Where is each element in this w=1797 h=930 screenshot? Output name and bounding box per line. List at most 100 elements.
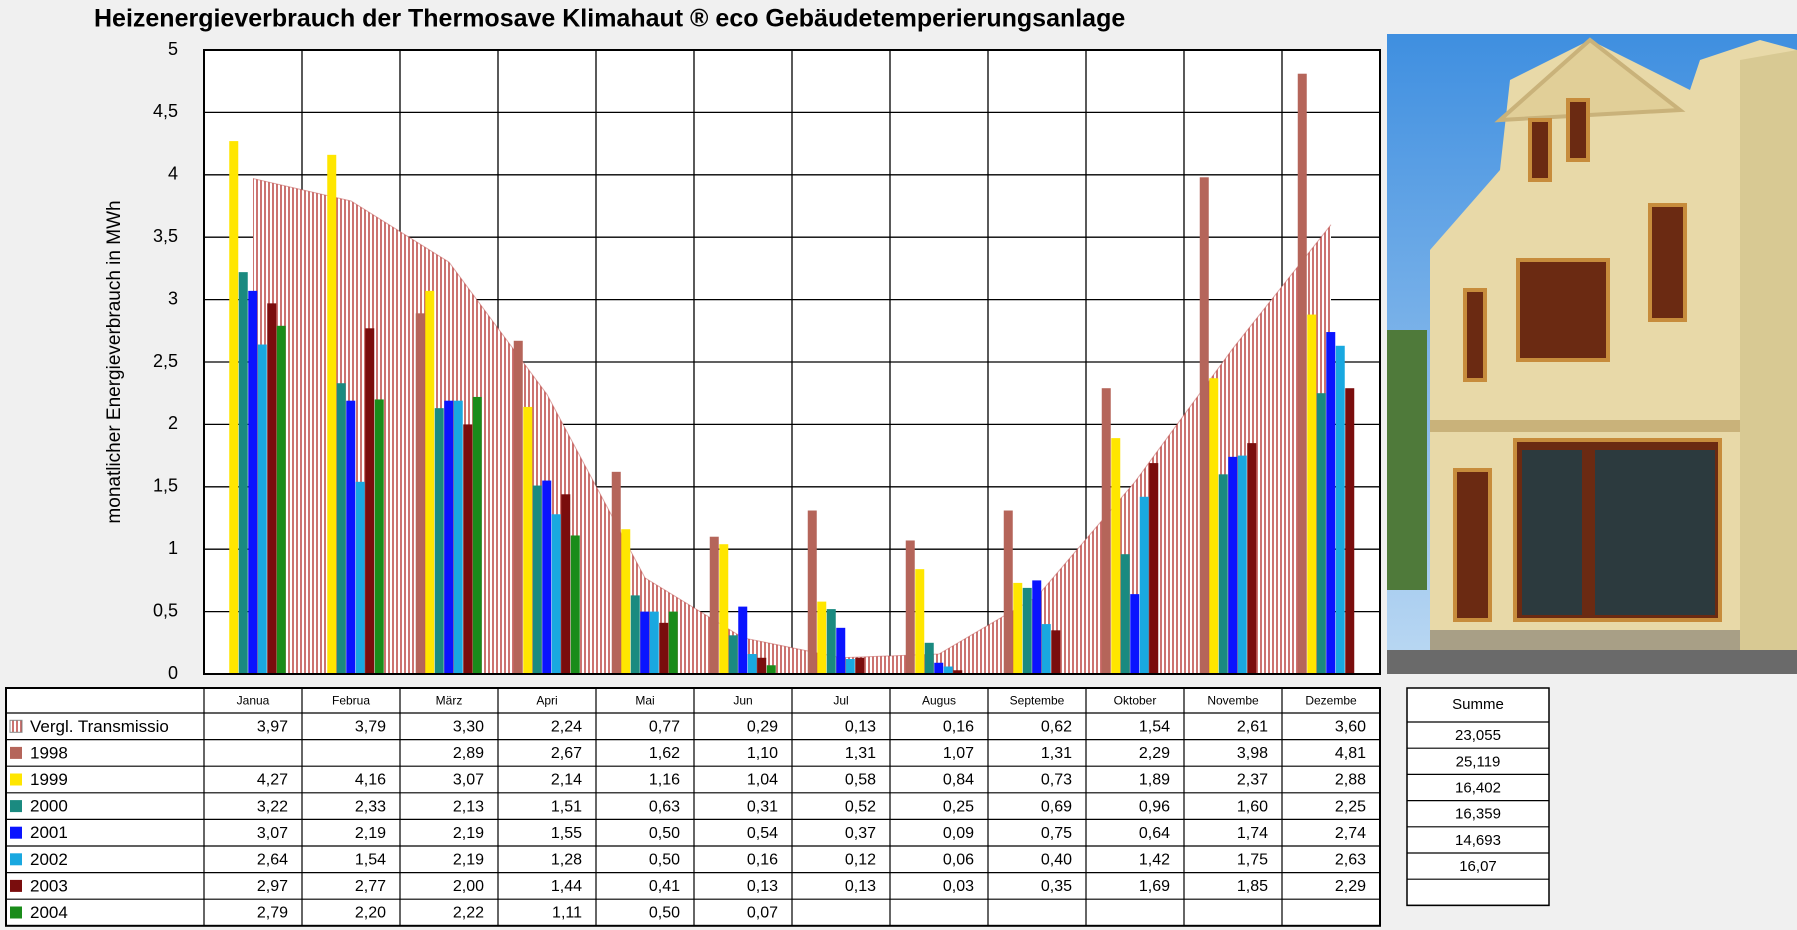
- legend-swatch: [10, 826, 22, 839]
- table-value: 1,28: [551, 852, 582, 869]
- table-value: 0,41: [649, 878, 680, 895]
- legend-label: 1998: [30, 743, 68, 762]
- legend-swatch: [10, 879, 22, 892]
- table-value: 3,79: [355, 719, 386, 736]
- bar: [1032, 580, 1042, 674]
- bar: [1199, 177, 1209, 674]
- bar: [1316, 393, 1326, 674]
- x-tick-label: Mai: [635, 694, 654, 708]
- table-value: 2,20: [355, 905, 386, 922]
- bar: [355, 481, 365, 674]
- bar: [1111, 438, 1121, 674]
- bar: [551, 514, 561, 674]
- x-tick-label: Janua: [237, 694, 270, 708]
- table-value: 1,31: [1041, 745, 1072, 762]
- x-tick-label: Jul: [833, 694, 848, 708]
- table-value: 1,31: [845, 745, 876, 762]
- bar: [1326, 332, 1336, 674]
- legend-label: 2004: [30, 903, 68, 922]
- table-value: 1,51: [551, 798, 582, 815]
- table-value: 2,22: [453, 905, 484, 922]
- table-value: 2,29: [1335, 878, 1366, 895]
- bar: [953, 670, 963, 674]
- building-photo: [1387, 34, 1797, 674]
- table-value: 3,97: [257, 719, 288, 736]
- table-value: 2,64: [257, 852, 288, 869]
- legend-label: 2000: [30, 797, 68, 816]
- bar: [415, 313, 425, 674]
- bar: [276, 325, 286, 674]
- table-value: 1,11: [552, 905, 582, 922]
- bar: [728, 635, 738, 674]
- x-tick-label: Novembe: [1207, 694, 1259, 708]
- table-value: 4,27: [257, 772, 288, 789]
- table-value: 0,96: [1139, 798, 1170, 815]
- x-tick-label: Septembe: [1010, 694, 1065, 708]
- table-value: 0,09: [943, 825, 974, 842]
- bar: [747, 654, 757, 674]
- bar: [532, 485, 542, 674]
- y-tick-label: 4: [168, 164, 178, 184]
- x-tick-label: Februa: [332, 694, 370, 708]
- table-value: 0,13: [845, 878, 876, 895]
- plot-border: [203, 49, 1381, 675]
- legend-label: 2001: [30, 823, 68, 842]
- x-tick-label: Apri: [536, 694, 557, 708]
- bar: [248, 290, 258, 674]
- table-value: 0,35: [1041, 878, 1072, 895]
- bar: [924, 642, 934, 674]
- x-tick-label: März: [436, 694, 463, 708]
- bar: [668, 611, 678, 674]
- table-value: 0,40: [1041, 852, 1072, 869]
- table-value: 0,37: [845, 825, 876, 842]
- table-value: 2,61: [1237, 719, 1268, 736]
- bar: [1297, 73, 1307, 675]
- table-value: 2,63: [1335, 852, 1366, 869]
- bar: [463, 424, 473, 674]
- table-value: 2,25: [1335, 798, 1366, 815]
- y-tick-label: 2,5: [153, 351, 178, 371]
- summe-value: 16,402: [1455, 779, 1501, 796]
- x-tick-label: Oktober: [1114, 694, 1157, 708]
- bar: [434, 408, 444, 674]
- bar: [1022, 587, 1032, 674]
- bar: [855, 657, 865, 674]
- bar: [365, 328, 375, 674]
- y-tick-label: 0,5: [153, 600, 178, 620]
- bar: [915, 569, 925, 674]
- table-value: 0,63: [649, 798, 680, 815]
- bar: [1237, 455, 1247, 674]
- table-value: 3,22: [257, 798, 288, 815]
- table-value: 1,16: [649, 772, 680, 789]
- table-value: 0,62: [1041, 719, 1072, 736]
- table-value: 0,07: [747, 905, 778, 922]
- bar: [1003, 510, 1013, 674]
- table-value: 0,54: [747, 825, 778, 842]
- bar: [1335, 345, 1345, 674]
- table-value: 0,52: [845, 798, 876, 815]
- bar: [1247, 443, 1257, 674]
- table-value: 2,88: [1335, 772, 1366, 789]
- y-tick-label: 1,5: [153, 476, 178, 496]
- bar: [766, 665, 776, 674]
- table-value: 2,19: [355, 825, 386, 842]
- table-value: 3,07: [257, 825, 288, 842]
- legend-label: 2003: [30, 876, 68, 895]
- table-value: 0,50: [649, 905, 680, 922]
- table-value: 1,60: [1237, 798, 1268, 815]
- table-value: 0,25: [943, 798, 974, 815]
- table-value: 1,10: [747, 745, 778, 762]
- table-value: 0,03: [943, 878, 974, 895]
- y-tick-label: 4,5: [153, 101, 178, 121]
- table-value: 2,74: [1335, 825, 1366, 842]
- bar: [1013, 582, 1023, 674]
- table-value: 2,19: [453, 825, 484, 842]
- bar: [327, 154, 337, 674]
- legend-swatch: [9, 719, 23, 733]
- table-value: 0,84: [943, 772, 974, 789]
- table-value: 0,16: [747, 852, 778, 869]
- table-value: 0,75: [1041, 825, 1072, 842]
- table-value: 1,07: [943, 745, 974, 762]
- table-value: 1,42: [1139, 852, 1170, 869]
- table-value: 2,29: [1139, 745, 1170, 762]
